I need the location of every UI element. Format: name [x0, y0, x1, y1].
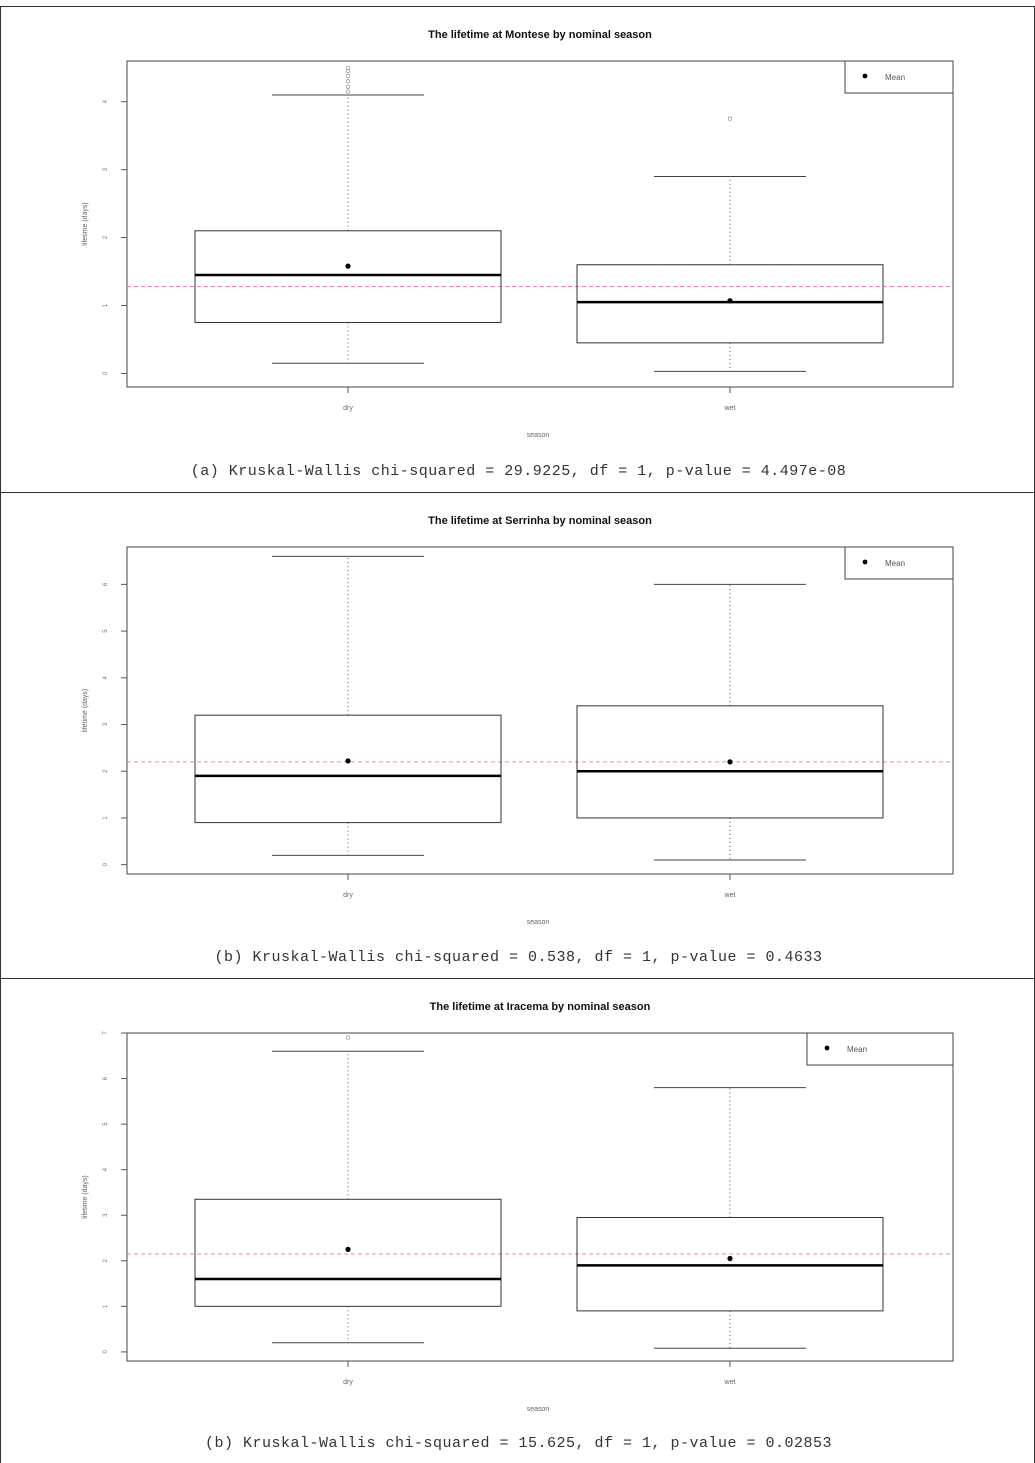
x-tick-label-dry: dry — [343, 892, 353, 899]
outlier-wet — [727, 116, 733, 121]
mean-point-dry — [345, 263, 351, 269]
x-axis-label: season — [527, 432, 550, 439]
y-tick-label: 4 — [103, 1167, 109, 1171]
plot-frame — [126, 546, 954, 875]
boxplot-serrinha: The lifetime at Serrinha by nominal seas… — [82, 515, 954, 926]
box-dry — [194, 714, 502, 824]
boxplot-montese: The lifetime at Montese by nominal seaso… — [82, 29, 954, 439]
legend-box — [806, 1032, 954, 1066]
x-tick-label-dry: dry — [343, 1379, 353, 1386]
y-tick-label: 1 — [103, 303, 109, 307]
legend-mean-label: Mean — [885, 559, 905, 568]
x-tick-label-wet: wet — [724, 405, 736, 412]
mean-point-wet — [727, 1255, 733, 1262]
y-tick-label: 4 — [103, 675, 109, 679]
box-dry — [194, 1198, 502, 1307]
outlier-dry — [345, 89, 351, 94]
y-tick-label: 2 — [103, 235, 109, 239]
boxplot-iracema: The lifetime at Iracema by nominal seaso… — [82, 1001, 954, 1413]
x-axis-label: season — [527, 1406, 550, 1413]
box-wet — [576, 705, 884, 819]
box-dry — [194, 230, 502, 323]
mean-point-dry — [345, 1246, 351, 1252]
y-axis-label: lifetime (days) — [82, 689, 89, 733]
y-tick-label: 1 — [103, 1304, 109, 1308]
legend-mean-marker — [862, 73, 868, 79]
y-tick-label: 1 — [103, 816, 109, 820]
y-tick-label: 3 — [103, 167, 109, 171]
plot-frame — [126, 1032, 954, 1362]
legend-mean-label: Mean — [885, 73, 905, 82]
y-tick-label: 7 — [103, 1031, 109, 1035]
box-wet — [576, 264, 884, 344]
outlier-dry — [345, 1035, 351, 1040]
chart-title: The lifetime at Iracema by nominal seaso… — [430, 1001, 651, 1013]
plot-frame — [126, 60, 954, 388]
chart-panel-serrinha: The lifetime at Serrinha by nominal seas… — [0, 493, 1035, 979]
outlier-dry — [345, 84, 351, 90]
y-tick-label: 5 — [103, 629, 109, 633]
legend-mean-marker — [824, 1045, 830, 1051]
y-tick-label: 3 — [103, 722, 109, 726]
y-tick-label: 2 — [103, 769, 109, 773]
y-tick-label: 6 — [103, 1076, 109, 1080]
y-tick-label: 0 — [103, 1350, 109, 1354]
chart-title: The lifetime at Serrinha by nominal seas… — [428, 515, 652, 527]
caption-montese: (a) Kruskal-Wallis chi-squared = 29.9225… — [190, 463, 847, 480]
x-tick-label-wet: wet — [724, 1379, 736, 1386]
caption-iracema: (b) Kruskal-Wallis chi-squared = 15.625,… — [204, 1435, 833, 1452]
legend-mean-label: Mean — [847, 1045, 867, 1054]
legend-mean-marker — [862, 559, 868, 565]
y-tick-label: 4 — [103, 99, 109, 103]
y-tick-label: 2 — [103, 1258, 109, 1262]
y-axis-label: lifetime (days) — [82, 1175, 89, 1219]
y-tick-label: 5 — [103, 1122, 109, 1126]
x-tick-label-wet: wet — [724, 892, 736, 899]
outlier-dry — [345, 79, 351, 84]
chart-panel-iracema: The lifetime at Iracema by nominal seaso… — [0, 979, 1035, 1463]
y-axis-label: lifetime (days) — [82, 202, 89, 246]
mean-point-wet — [727, 759, 733, 765]
y-tick-label: 0 — [103, 371, 109, 375]
mean-point-dry — [345, 758, 351, 764]
chart-title: The lifetime at Montese by nominal seaso… — [428, 29, 652, 41]
mean-point-wet — [727, 298, 733, 304]
y-tick-label: 0 — [103, 862, 109, 866]
outlier-dry — [345, 73, 351, 79]
caption-serrinha: (b) Kruskal-Wallis chi-squared = 0.538, … — [214, 949, 823, 966]
y-tick-label: 3 — [103, 1213, 109, 1217]
y-tick-label: 6 — [103, 582, 109, 586]
x-tick-label-dry: dry — [343, 405, 353, 412]
outlier-dry — [345, 65, 351, 70]
chart-panel-montese: The lifetime at Montese by nominal seaso… — [0, 6, 1035, 493]
x-axis-label: season — [527, 919, 550, 926]
